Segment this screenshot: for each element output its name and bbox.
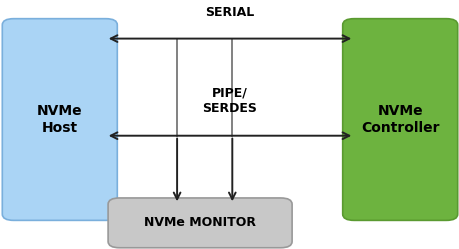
Text: NVMe
Controller: NVMe Controller [360, 104, 438, 135]
FancyBboxPatch shape [342, 19, 457, 220]
FancyBboxPatch shape [2, 19, 117, 220]
Text: NVMe MONITOR: NVMe MONITOR [144, 216, 256, 229]
FancyBboxPatch shape [108, 198, 291, 248]
Text: PIPE/
SERDES: PIPE/ SERDES [202, 87, 257, 115]
Text: NVMe
Host: NVMe Host [37, 104, 83, 135]
Text: SERIAL: SERIAL [205, 6, 254, 19]
